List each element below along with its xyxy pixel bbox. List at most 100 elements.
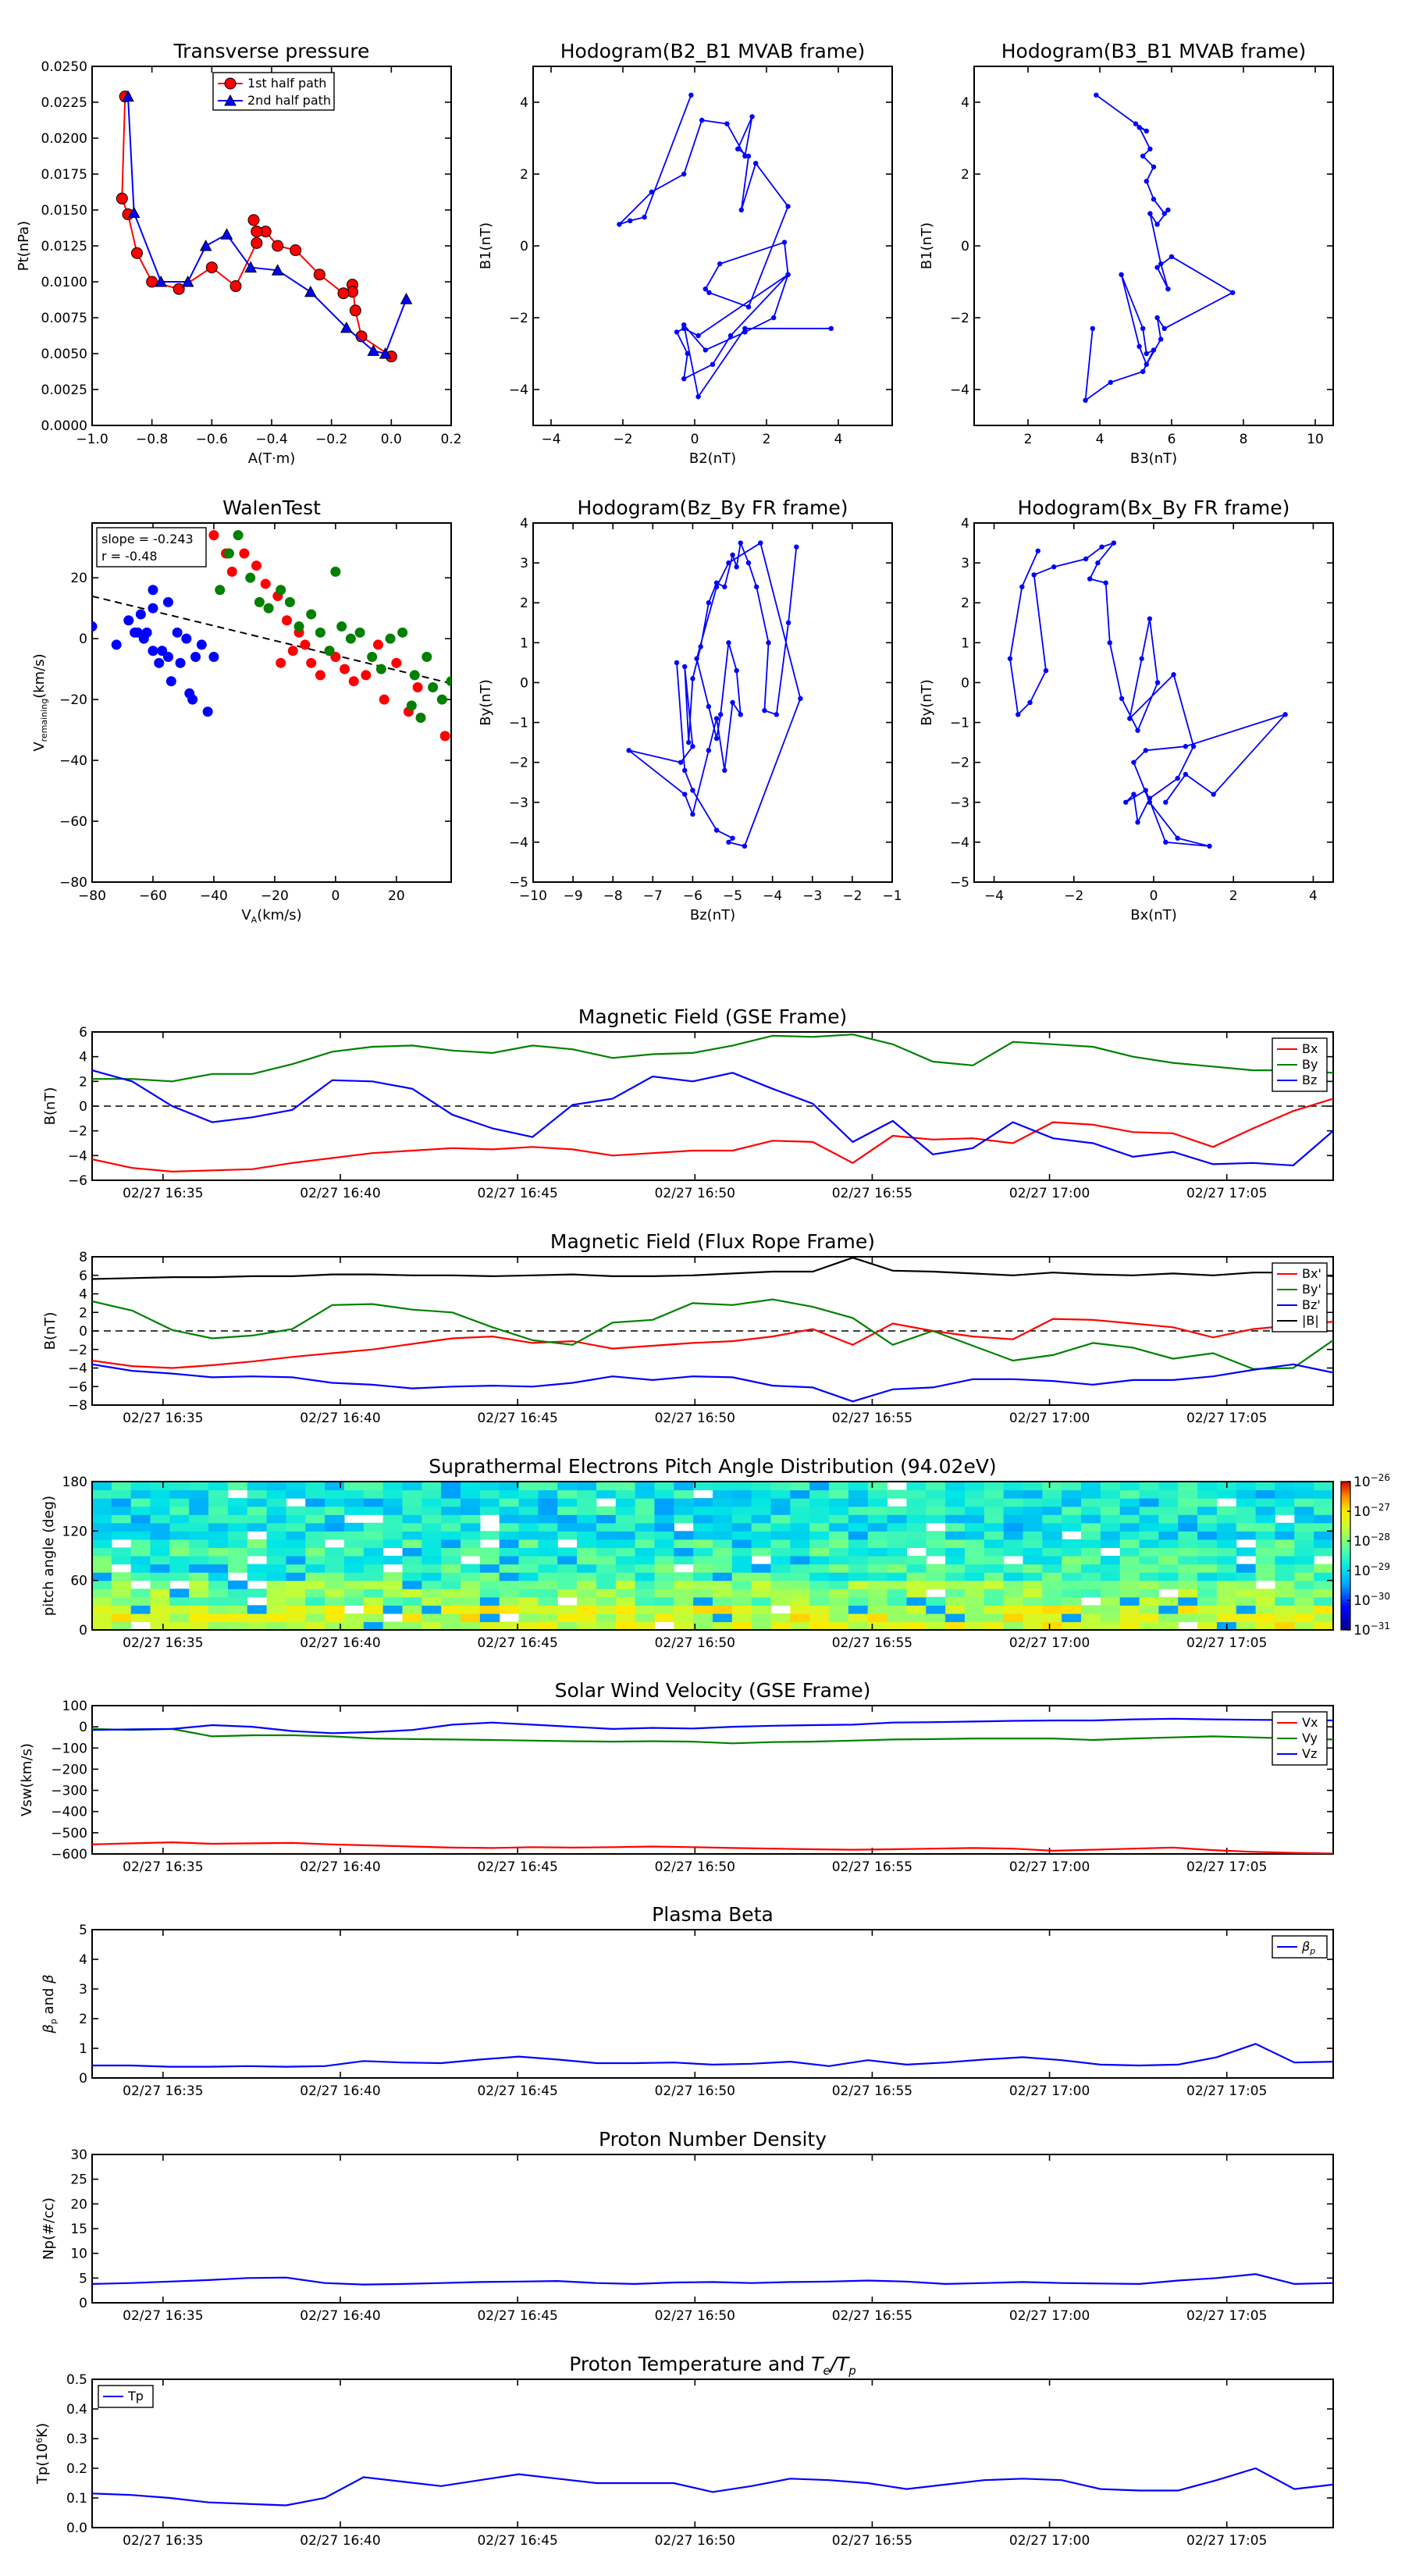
pad-cell — [1236, 1531, 1257, 1540]
hodo3-ytick-label: 1 — [520, 635, 528, 651]
hodo1-point — [699, 117, 705, 123]
hodo4-point — [1103, 580, 1108, 585]
pad-cell — [1255, 1556, 1276, 1565]
pad-cell — [577, 1539, 597, 1549]
pad-cell — [615, 1613, 636, 1623]
pad-xtick-label: 02/27 16:55 — [832, 1635, 912, 1651]
pad-cell — [1314, 1498, 1333, 1507]
pad-cell — [150, 1498, 170, 1507]
walen-point-blue — [141, 627, 152, 638]
pad-cell — [266, 1589, 287, 1598]
hodo3-ytick-label: −4 — [509, 835, 528, 851]
pad-cell — [1100, 1564, 1121, 1573]
hodo3-point — [722, 767, 727, 774]
tp-ytick-label: 0.0 — [66, 2521, 87, 2536]
pad-cell — [1100, 1556, 1121, 1565]
pad-cell — [1294, 1613, 1314, 1623]
walen-point-red — [260, 578, 271, 589]
pad-cell — [615, 1531, 636, 1540]
pad-cell — [1294, 1489, 1314, 1499]
hodo4-ytick-label: 1 — [961, 635, 969, 651]
pad-cell — [363, 1605, 384, 1614]
pad-cell — [1119, 1498, 1140, 1507]
hodo1-point — [735, 146, 741, 151]
pad-cell — [713, 1589, 733, 1598]
pad-cell — [208, 1556, 229, 1565]
pad-cell — [227, 1556, 248, 1565]
pad-cell — [674, 1621, 694, 1630]
hodo2-point — [1151, 197, 1157, 202]
walen-point-green — [354, 627, 365, 638]
pad-cell — [1023, 1572, 1043, 1582]
walen-point-green — [330, 566, 341, 577]
pt-title: Transverse pressure — [173, 40, 370, 62]
hodo3-point — [713, 584, 720, 589]
hodo2-xtick-label: 2 — [1024, 432, 1033, 447]
pad-cell — [848, 1514, 869, 1524]
hodo2-point — [1144, 361, 1150, 367]
pad-cell — [208, 1613, 229, 1623]
walen-xtick-label: −40 — [200, 888, 228, 904]
pad-cell — [247, 1564, 268, 1573]
pad-cell — [906, 1506, 927, 1515]
pad-cell — [1216, 1556, 1237, 1565]
pad-cell — [402, 1547, 422, 1557]
walen-ytick-label: −60 — [59, 814, 87, 830]
walen-point-red — [372, 639, 383, 650]
pad-cell — [1314, 1514, 1333, 1524]
hodo2-point — [1151, 347, 1157, 353]
hodo4-point — [1019, 584, 1025, 589]
pad-cell — [227, 1613, 248, 1623]
pad-cell — [829, 1564, 849, 1573]
pad-cell — [1023, 1580, 1043, 1589]
pad-cell — [731, 1589, 752, 1598]
pad-cell — [286, 1572, 306, 1582]
pad-cell — [809, 1506, 830, 1515]
hodo4-point — [1099, 544, 1104, 550]
vsw-ytick-label: −100 — [51, 1741, 87, 1756]
pad-cell — [441, 1522, 461, 1532]
hodo2-point — [1151, 164, 1157, 169]
pad-cell — [1023, 1522, 1043, 1532]
pad-cell — [1197, 1556, 1218, 1565]
pad-cell — [577, 1564, 597, 1573]
pad-cell — [461, 1514, 481, 1524]
pad-cell — [945, 1539, 966, 1549]
pt-ytick-label: 0.0125 — [41, 239, 87, 254]
pad-cell — [1158, 1514, 1179, 1524]
pad-cell — [1081, 1522, 1101, 1532]
pad-cell — [848, 1613, 869, 1623]
pad-cell — [111, 1482, 132, 1491]
pad-cell — [693, 1514, 713, 1524]
pad-cell — [848, 1547, 869, 1557]
pad-cell — [809, 1531, 830, 1540]
pad-cell — [790, 1580, 810, 1589]
walen-annotation-slope: slope = -0.243 — [101, 532, 194, 546]
pad-cell — [790, 1564, 810, 1573]
pad-cell — [1003, 1605, 1024, 1614]
pad-cell — [1139, 1556, 1159, 1565]
beta-legend-label: βp — [1301, 1939, 1315, 1956]
pad-cell — [693, 1596, 713, 1606]
pad-cell — [441, 1621, 461, 1630]
pad-cell — [382, 1506, 404, 1515]
pad-cell — [402, 1580, 422, 1589]
pad-xtick-label: 02/27 17:00 — [1009, 1635, 1090, 1651]
pad-cell — [964, 1613, 985, 1623]
pad-cell — [538, 1539, 558, 1549]
pad-cell — [441, 1613, 461, 1623]
hodo3-xtick-label: −2 — [842, 888, 862, 904]
pad-cell — [1255, 1589, 1276, 1598]
hodo1-point — [681, 171, 687, 177]
pad-cell — [731, 1621, 752, 1630]
pad-cell — [1158, 1547, 1179, 1557]
vsw-title: Solar Wind Velocity (GSE Frame) — [555, 1679, 871, 1702]
pad-cell — [441, 1531, 461, 1540]
pad-cell — [499, 1498, 520, 1507]
pad-cell — [92, 1506, 112, 1515]
pad-cell — [1294, 1564, 1314, 1573]
pad-cell — [208, 1564, 229, 1573]
hodo4-ytick-label: −1 — [950, 716, 969, 731]
pad-cell — [130, 1489, 151, 1499]
walen-point-red — [315, 670, 325, 681]
